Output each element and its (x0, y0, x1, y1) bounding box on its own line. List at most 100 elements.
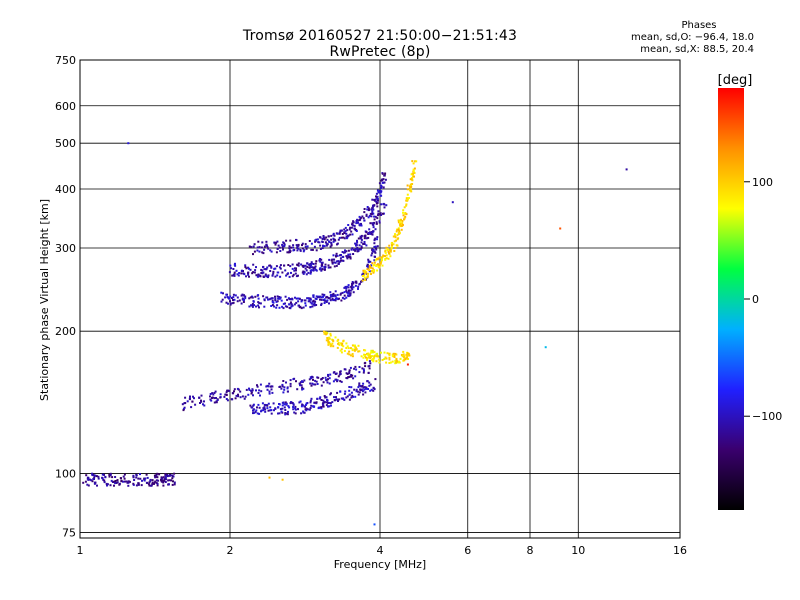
data-point (318, 241, 321, 244)
data-point (279, 267, 282, 270)
data-point (368, 228, 371, 231)
x-tick-label: 16 (673, 544, 687, 557)
data-point (327, 235, 330, 238)
data-point (252, 300, 255, 303)
data-point (274, 243, 277, 246)
data-point (329, 393, 332, 396)
data-point (340, 397, 343, 400)
data-point (276, 247, 279, 250)
data-point (275, 306, 278, 309)
data-point (354, 284, 357, 287)
data-point (345, 287, 348, 290)
data-point (385, 361, 388, 364)
data-point (324, 376, 327, 379)
data-point (111, 476, 114, 479)
data-point (89, 478, 91, 481)
data-point (378, 256, 381, 259)
data-point (137, 482, 140, 485)
data-point (221, 298, 224, 301)
data-point (297, 262, 300, 265)
data-point (401, 355, 404, 358)
data-point (241, 293, 244, 296)
data-point (337, 342, 340, 345)
data-point (298, 297, 301, 300)
data-point (265, 243, 268, 246)
data-point (400, 218, 402, 221)
data-point (200, 400, 203, 403)
data-point (106, 484, 108, 487)
data-point (274, 295, 276, 298)
data-point (220, 291, 223, 294)
data-point (303, 264, 306, 267)
data-point (122, 480, 124, 483)
data-point (150, 484, 153, 487)
data-point (625, 168, 628, 171)
data-point (380, 261, 383, 264)
data-point (309, 399, 312, 402)
data-point (378, 182, 381, 185)
data-point (320, 258, 323, 261)
data-point (341, 251, 344, 253)
data-point (325, 300, 328, 303)
data-point (356, 239, 358, 242)
data-point (363, 386, 366, 389)
data-point (271, 299, 274, 302)
data-point (406, 193, 409, 196)
data-point (357, 287, 359, 290)
data-point (374, 354, 377, 357)
data-point (156, 484, 159, 487)
data-point (380, 187, 383, 189)
data-point (300, 405, 303, 408)
data-point (334, 294, 337, 297)
data-point (376, 238, 378, 241)
data-point (257, 403, 260, 406)
data-point (333, 396, 335, 399)
data-point (317, 407, 320, 410)
data-point (371, 359, 374, 362)
data-point (339, 370, 342, 373)
data-point (382, 186, 385, 189)
data-point (362, 269, 365, 272)
data-point (366, 273, 369, 276)
data-point (544, 346, 547, 349)
data-point (345, 342, 348, 345)
data-point (315, 249, 318, 252)
data-point (255, 305, 257, 308)
data-point (364, 365, 367, 368)
data-point (280, 410, 283, 413)
data-point (358, 244, 361, 247)
data-point (352, 282, 355, 285)
data-point (368, 208, 370, 211)
data-point (368, 384, 371, 387)
data-point (319, 236, 322, 239)
colorbar-unit-label: [deg] (718, 73, 753, 88)
data-point (376, 198, 379, 200)
data-point (406, 363, 409, 366)
data-point (258, 406, 261, 409)
data-point (236, 296, 239, 299)
data-point (364, 349, 367, 352)
data-point (363, 208, 366, 210)
data-point (116, 479, 119, 482)
data-point (383, 206, 386, 209)
data-point (273, 241, 276, 244)
data-point (295, 275, 298, 278)
data-point (373, 204, 376, 207)
data-point (375, 195, 377, 198)
data-point (92, 478, 95, 480)
data-point (345, 286, 347, 289)
data-point (200, 399, 202, 402)
data-point (186, 400, 189, 403)
data-point (260, 246, 263, 249)
chart-title-line2: RwPretec (8p) (329, 44, 431, 60)
data-point (316, 238, 319, 241)
data-point (275, 265, 278, 268)
data-point (381, 264, 384, 267)
data-point (357, 285, 360, 288)
data-point (365, 231, 368, 234)
data-point (250, 391, 253, 394)
data-point (403, 206, 406, 209)
data-point (305, 247, 308, 250)
data-point (256, 275, 259, 278)
data-point (145, 473, 148, 476)
